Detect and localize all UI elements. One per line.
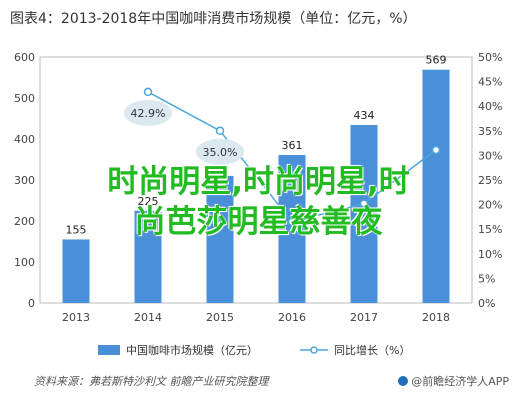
left-axis-tick-label: 0 [28,297,35,310]
right-axis-tick-label: 5% [478,272,495,285]
bar-value-label: 569 [426,54,447,67]
watermark-line-1: 时尚明星,时尚明星,时 [107,164,410,200]
right-axis-tick-label: 50% [478,51,502,64]
legend-line-label: 同比增长（%） [334,343,410,357]
bar [278,154,306,303]
growth-point [359,199,369,208]
bar-value-label: 434 [354,109,375,122]
left-axis-tick-label: 200 [14,215,35,228]
right-axis-tick-label: 40% [478,100,502,113]
growth-label-bubble [196,138,244,165]
right-axis-tick-label: 25% [478,174,502,187]
watermark-line-2: 尚芭莎明星慈善夜 [134,204,383,240]
growth-point [215,126,225,136]
growth-value-label: 42.9% [131,107,166,120]
right-axis-tick-label: 30% [478,149,502,162]
brand-logo-icon [398,376,409,386]
watermark-overlay-text: 时尚明星,时尚明星,时 尚芭莎明星慈善夜 [0,162,517,242]
left-axis-tick-label: 300 [14,174,35,187]
left-axis-tick-label: 400 [14,133,35,146]
bar-value-label: 225 [138,195,159,208]
bar-value-label: 155 [66,223,87,236]
x-axis-tick-label: 2016 [278,311,306,324]
bar-value-label: 361 [282,139,303,152]
plot-frame [39,56,473,304]
x-axis-tick-label: 2015 [206,311,234,324]
right-axis-tick-label: 20% [478,199,502,212]
right-axis-tick-label: 10% [478,248,502,261]
bar [62,239,90,303]
left-axis-tick-label: 100 [14,256,35,269]
brand-text: @前瞻经济学人APP [411,375,509,388]
right-axis-tick-label: 0% [478,297,495,310]
left-axis-tick-label: 600 [14,51,35,64]
x-axis-tick-label: 2018 [422,311,450,324]
right-axis-tick-label: 35% [478,125,502,138]
left-axis-tick-label: 500 [14,92,35,105]
x-axis-tick-label: 2017 [350,311,378,324]
chart-title: 图表4：2013-2018年中国咖啡消费市场规模（单位：亿元，%） [10,11,417,27]
growth-label-bubble [124,99,172,126]
growth-point [287,217,297,227]
source-note: 资料来源：弗若斯特沙利文 前瞻产业研究院整理 [34,375,269,388]
bar [134,210,162,303]
growth-point [143,87,153,97]
legend-bar-label: 中国咖啡市场规模（亿元） [126,343,258,357]
bar [422,69,450,304]
legend-line-marker [310,346,318,354]
bar [350,125,378,303]
brand-mark: @前瞻经济学人APP [398,373,509,389]
x-axis-tick-label: 2014 [134,311,162,324]
bar [206,175,234,303]
x-axis-tick-label: 2013 [62,311,90,324]
growth-value-label: 35.0% [203,146,238,159]
legend-bar-swatch [98,345,120,355]
right-axis-tick-label: 15% [478,223,502,236]
growth-point [431,145,441,155]
right-axis-tick-label: 45% [478,76,502,89]
